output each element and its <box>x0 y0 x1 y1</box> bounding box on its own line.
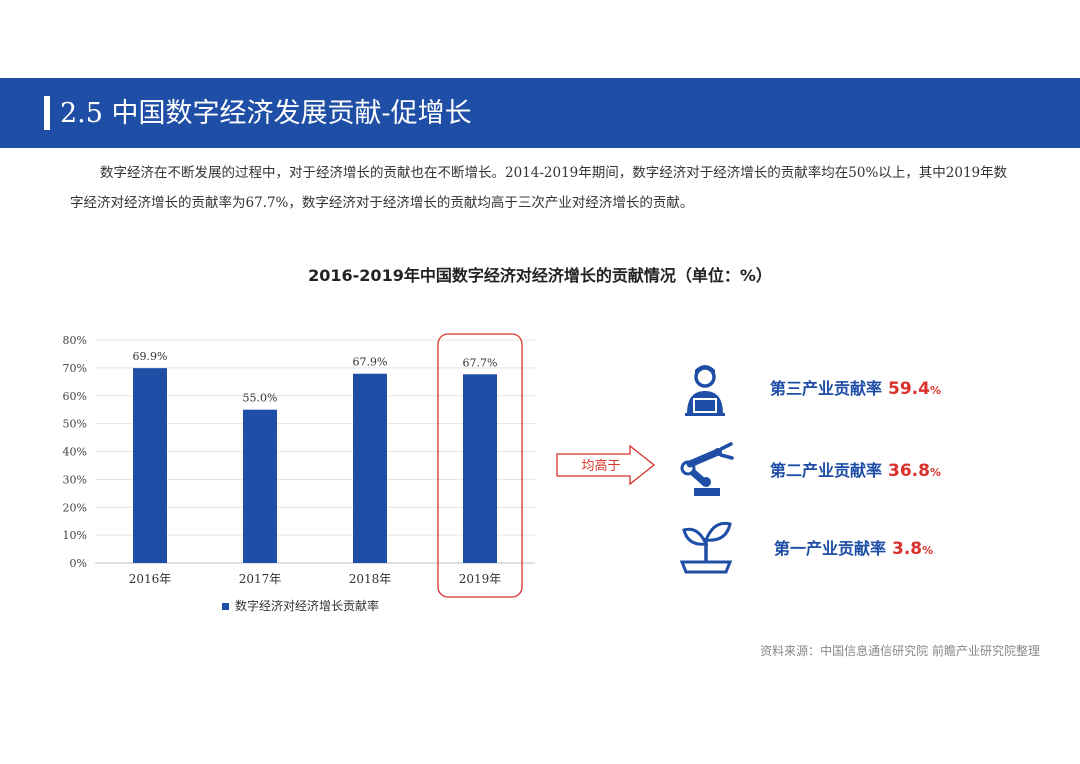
x-tick-label: 2019年 <box>459 572 502 586</box>
y-tick-label: 70% <box>63 362 87 375</box>
chart-legend: 数字经济对经济增长贡献率 <box>222 597 379 615</box>
worker-at-laptop-icon <box>685 365 725 416</box>
secondary-industry-label: 第二产业贡献率 <box>770 461 883 480</box>
secondary-industry-unit: % <box>929 466 941 479</box>
intro-paragraph: 数字经济在不断发展的过程中，对于经济增长的贡献也在不断增长。2014-2019年… <box>70 165 1008 211</box>
higher-than-arrow: 均高于 <box>556 444 656 486</box>
data-label: 67.7% <box>463 356 498 369</box>
legend-swatch <box>222 603 229 610</box>
x-tick-label: 2018年 <box>349 572 392 586</box>
y-tick-label: 30% <box>63 473 87 486</box>
legend-label: 数字经济对经济增长贡献率 <box>235 599 380 613</box>
sprout-icon <box>679 521 733 574</box>
page-title: 2.5 中国数字经济发展贡献-促增长 <box>60 98 472 129</box>
tertiary-industry-value: 59.4 <box>888 379 930 399</box>
primary-industry-label: 第一产业贡献率 <box>774 539 887 558</box>
bar-2019年 <box>463 374 497 563</box>
secondary-industry-value: 36.8 <box>888 461 930 481</box>
bar-chart: 0% 10% 20% 30% 40% 50% 60% 70% 80% 69.9% 55.0% 67.… <box>63 333 535 598</box>
data-label: 67.9% <box>353 356 388 369</box>
tertiary-industry-text: 第三产业贡献率 59.4% <box>770 376 941 402</box>
tertiary-industry-unit: % <box>929 384 941 397</box>
x-tick-label: 2016年 <box>129 572 172 586</box>
data-label: 69.9% <box>133 350 168 363</box>
tertiary-industry-label: 第三产业贡献率 <box>770 379 883 398</box>
primary-industry-row: 第一产业贡献率 3.8% <box>676 518 1006 578</box>
source-note: 资料来源：中国信息通信研究院 前瞻产业研究院整理 <box>760 644 1040 658</box>
bar-2018年 <box>353 373 387 563</box>
primary-industry-text: 第一产业贡献率 3.8% <box>774 536 933 562</box>
chart-title: 2016-2019年中国数字经济对经济增长的贡献情况（单位：%） <box>308 266 772 285</box>
data-label: 55.0% <box>243 392 278 405</box>
primary-industry-unit: % <box>922 544 934 557</box>
y-tick-label: 20% <box>63 501 87 514</box>
header-marker <box>44 96 50 130</box>
bar-2017年 <box>243 409 277 563</box>
secondary-industry-row: 第二产业贡献率 36.8% <box>676 440 1006 500</box>
y-tick-label: 10% <box>63 529 87 542</box>
y-tick-label: 0% <box>70 557 87 570</box>
arrow-label: 均高于 <box>581 459 621 474</box>
bar-2016年 <box>133 368 167 563</box>
arrow-shape <box>556 444 656 486</box>
primary-industry-value: 3.8 <box>892 539 923 559</box>
y-tick-label: 80% <box>63 334 87 347</box>
header-band <box>0 78 1080 148</box>
y-tick-label: 40% <box>63 446 87 459</box>
tertiary-industry-row: 第三产业贡献率 59.4% <box>676 358 1006 418</box>
highlight-2019-outline <box>437 333 523 598</box>
x-tick-label: 2017年 <box>239 572 282 586</box>
y-tick-label: 50% <box>63 418 87 431</box>
robotic-arm-icon <box>680 442 734 496</box>
secondary-industry-text: 第二产业贡献率 36.8% <box>770 458 941 484</box>
y-tick-label: 60% <box>63 390 87 403</box>
